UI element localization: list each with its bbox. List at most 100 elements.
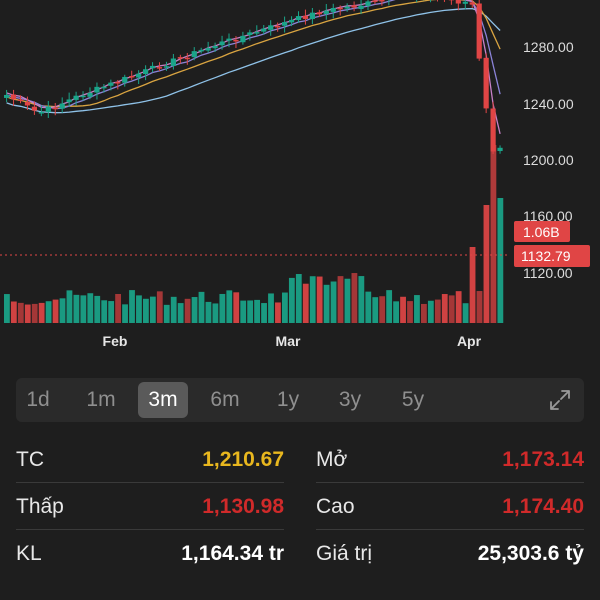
price-chart[interactable]: 1280.00 1240.00 1200.00 1160.00 1120.00 1.06…: [0, 0, 600, 330]
range-3m-button[interactable]: 3m: [138, 382, 188, 418]
volume-bar: [469, 247, 476, 323]
y-tick-label: 1160.00: [523, 208, 573, 224]
volume-tag-label: 1.06B: [523, 224, 560, 240]
candle-body: [309, 12, 315, 20]
candle-body: [191, 51, 197, 58]
volume-bar: [323, 284, 330, 323]
divider: [316, 482, 584, 483]
candle-body: [4, 94, 10, 98]
volume-bar: [136, 295, 142, 323]
candle-body: [136, 73, 142, 78]
volume-bar: [448, 295, 455, 323]
candle-body: [59, 103, 65, 109]
volume-bar: [212, 303, 219, 323]
volume-bar: [59, 298, 66, 323]
volume-bar: [337, 276, 344, 323]
volume-bar: [441, 294, 448, 323]
volume-bar: [421, 303, 427, 323]
volume-bar: [275, 302, 281, 323]
candle-body: [288, 19, 295, 23]
x-tick-feb: Feb: [102, 333, 128, 349]
candle-body: [254, 32, 260, 34]
volume-bar: [38, 302, 45, 323]
volume-bar: [149, 296, 156, 323]
volume-bar: [31, 303, 38, 323]
price-tag-label: 1132.79: [521, 248, 571, 264]
volume-bar: [455, 291, 462, 323]
expand-icon[interactable]: [548, 388, 572, 412]
candle-body: [17, 99, 24, 101]
volume-bar: [94, 295, 101, 323]
volume-bar: [483, 205, 490, 323]
candle-body: [323, 10, 329, 14]
stat-cao-value: 1,174.40: [502, 495, 584, 518]
x-tick-apr: Apr: [456, 333, 482, 349]
volume-bar: [198, 291, 205, 323]
volume-bar: [143, 298, 149, 323]
stat-mo: Mở 1,173.14: [316, 436, 584, 482]
volume-bar: [233, 292, 240, 323]
candle-body: [122, 76, 128, 83]
candle-body: [483, 57, 489, 109]
volume-bar: [344, 278, 351, 323]
divider: [316, 529, 584, 530]
volume-bar: [365, 291, 372, 323]
volume-bar: [247, 300, 254, 323]
candle-body: [247, 32, 253, 36]
candle-body: [10, 94, 17, 100]
volume-bar: [52, 299, 59, 323]
volume-bar: [490, 145, 497, 323]
volume-bar: [219, 293, 226, 323]
volume-bar: [414, 295, 420, 323]
volume-bars: [4, 145, 504, 323]
candle-body: [233, 39, 239, 42]
candle-body: [31, 106, 37, 111]
range-6m-button[interactable]: 6m: [210, 388, 240, 411]
volume-bar: [386, 290, 393, 323]
volume-bar: [129, 290, 135, 323]
divider: [16, 529, 284, 530]
volume-bar: [156, 291, 163, 323]
candle-body: [344, 6, 350, 9]
moving-average-lines: [6, 0, 501, 135]
y-tick-label: 1120.00: [523, 265, 573, 281]
stat-kl: KL 1,164.34 tr: [16, 530, 284, 576]
candle-body: [101, 86, 107, 89]
stat-thap-value: 1,130.98: [202, 495, 284, 518]
candle-body: [365, 1, 371, 6]
moving-average-line: [6, 0, 501, 135]
range-5y-button[interactable]: 5y: [401, 388, 425, 411]
stat-thap-label: Thấp: [16, 495, 64, 518]
range-selector: 1d 1m 3m 6m 1y 3y 5y: [16, 378, 584, 422]
volume-bar: [191, 297, 198, 323]
divider: [16, 482, 284, 483]
volume-bar: [80, 295, 87, 323]
range-1y-button[interactable]: 1y: [276, 388, 300, 411]
volume-bar: [163, 304, 170, 323]
stat-tc-value: 1,210.67: [202, 448, 284, 471]
candle-body: [205, 48, 211, 51]
stat-cao-label: Cao: [316, 495, 355, 518]
candle-body: [170, 58, 176, 66]
candle-body: [198, 49, 204, 52]
volume-bar: [400, 296, 406, 323]
candle-body: [476, 3, 482, 59]
stat-giatri-value: 25,303.6 tỷ: [477, 542, 584, 565]
volume-bar: [372, 297, 379, 323]
range-3y-button[interactable]: 3y: [338, 388, 362, 411]
candle-body: [316, 12, 322, 15]
candle-body: [226, 38, 232, 41]
range-1d-button[interactable]: 1d: [26, 388, 50, 411]
moving-average-line: [6, 7, 501, 114]
candle-body: [108, 82, 114, 86]
moving-average-line: [6, 0, 501, 110]
volume-bar: [462, 303, 469, 323]
volume-bar: [379, 296, 386, 323]
candle-body: [24, 101, 31, 106]
volume-bar: [295, 274, 302, 323]
volume-bar: [351, 273, 358, 323]
volume-bar: [261, 303, 267, 323]
stat-kl-label: KL: [16, 542, 42, 565]
volume-bar: [184, 298, 191, 323]
range-1m-button[interactable]: 1m: [86, 388, 116, 411]
